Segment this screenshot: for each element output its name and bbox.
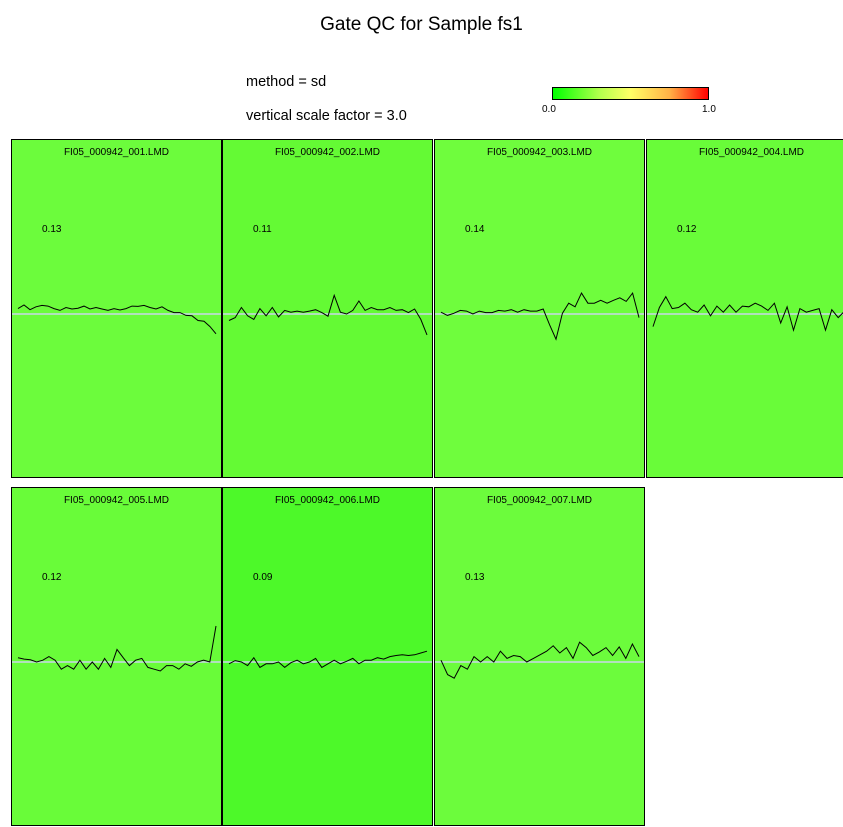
qc-panel: FI05_000942_003.LMD 0.14 (434, 139, 645, 478)
qc-series-line (17, 625, 217, 672)
panel-plot (12, 304, 221, 335)
qc-panel: FI05_000942_006.LMD 0.09 (222, 487, 433, 826)
panel-score: 0.14 (465, 224, 485, 235)
chart-title: Gate QC for Sample fs1 (320, 14, 523, 35)
panel-title: FI05_000942_005.LMD (63, 495, 170, 506)
panel-title: FI05_000942_007.LMD (486, 495, 593, 506)
qc-panel: FI05_000942_002.LMD 0.11 (222, 139, 433, 478)
panel-score: 0.11 (253, 224, 272, 235)
scale-factor-label: vertical scale factor = 3.0 (246, 108, 407, 124)
panel-title: FI05_000942_003.LMD (486, 147, 593, 158)
panel-score: 0.12 (677, 224, 697, 235)
panel-plot (223, 650, 432, 669)
panel-title: FI05_000942_002.LMD (274, 147, 381, 158)
color-scale-legend (552, 87, 709, 100)
legend-min-label: 0.0 (542, 104, 556, 115)
panel-plot (223, 293, 432, 336)
panel-title: FI05_000942_006.LMD (274, 495, 381, 506)
panel-title: FI05_000942_001.LMD (63, 147, 170, 158)
qc-series-line (440, 291, 640, 341)
panel-title: FI05_000942_004.LMD (698, 147, 805, 158)
qc-series-line (652, 295, 843, 333)
qc-series-line (228, 293, 428, 336)
panel-score: 0.09 (253, 572, 273, 583)
qc-series-line (228, 650, 428, 669)
qc-panel: FI05_000942_001.LMD 0.13 (11, 139, 222, 478)
qc-series-line (17, 304, 217, 335)
panel-plot (435, 641, 644, 679)
panel-plot (435, 291, 644, 341)
qc-panel: FI05_000942_004.LMD 0.12 (646, 139, 843, 478)
qc-panel: FI05_000942_005.LMD 0.12 (11, 487, 222, 826)
panel-score: 0.13 (42, 224, 62, 235)
legend-max-label: 1.0 (702, 104, 716, 115)
method-label: method = sd (246, 74, 327, 90)
panel-plot (647, 295, 843, 333)
panel-plot (12, 625, 221, 672)
panel-score: 0.12 (42, 572, 62, 583)
qc-series-line (440, 641, 640, 679)
qc-panel: FI05_000942_007.LMD 0.13 (434, 487, 645, 826)
panel-score: 0.13 (465, 572, 485, 583)
